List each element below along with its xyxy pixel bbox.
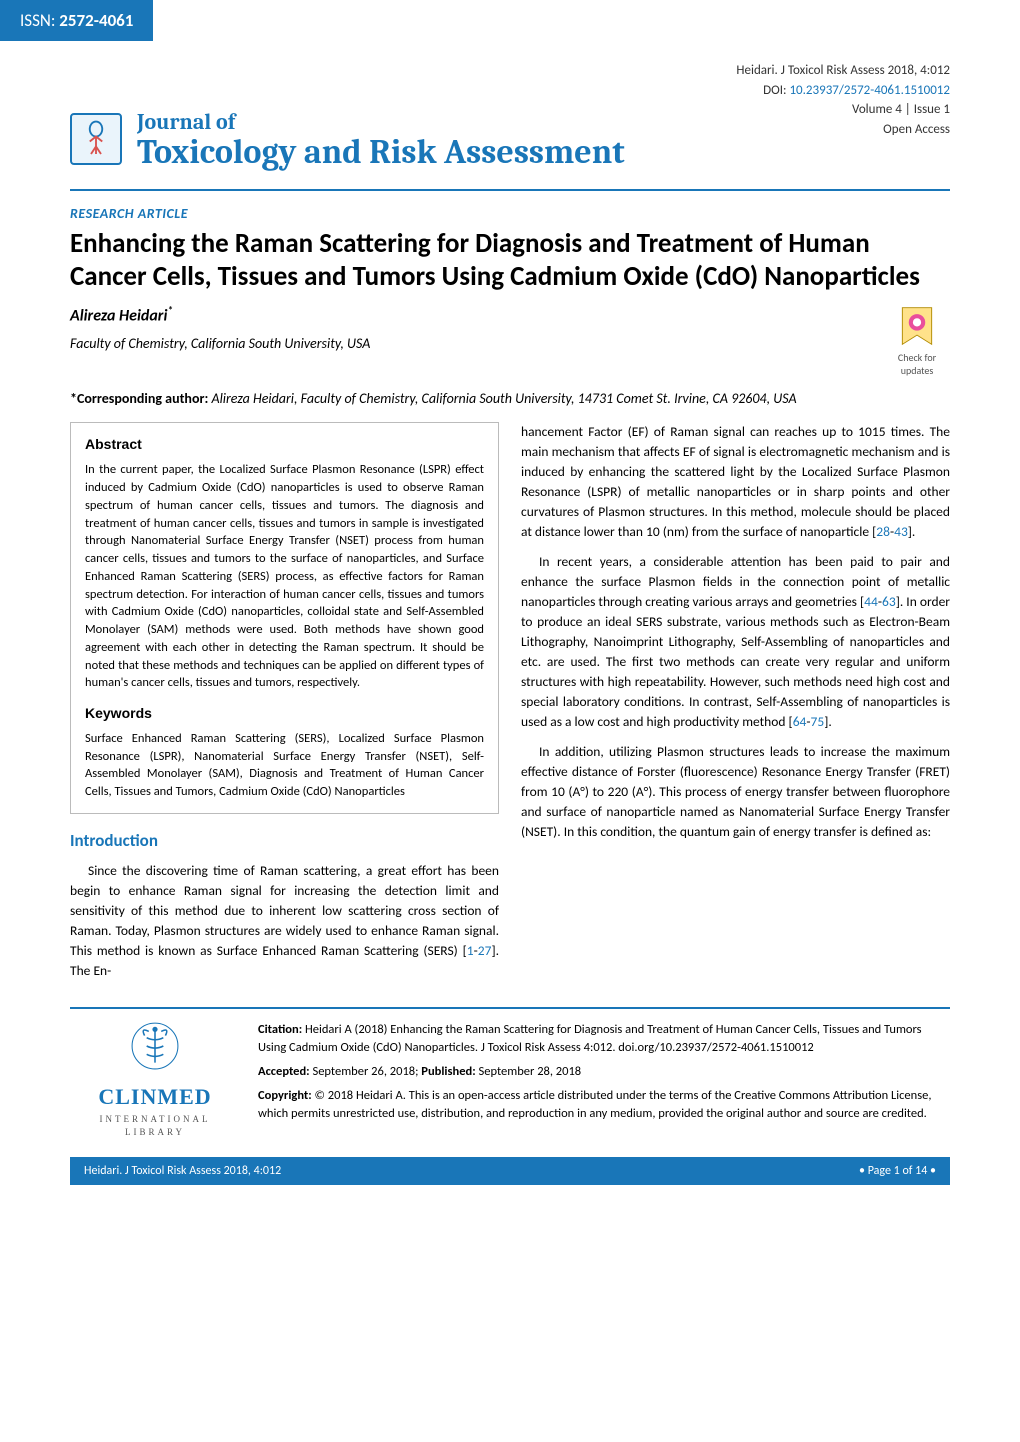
published-label: Published: — [421, 1064, 475, 1079]
intro-p3: In recent years, a considerable attentio… — [521, 552, 950, 732]
ref-63[interactable]: 63 — [882, 593, 896, 610]
ref-43[interactable]: 43 — [894, 523, 908, 540]
issn-value: 2572-4061 — [59, 10, 133, 31]
citation-block: Citation: Heidari A (2018) Enhancing the… — [258, 1021, 950, 1057]
ref-75[interactable]: 75 — [811, 713, 825, 730]
copyright-label: Copyright: — [258, 1088, 312, 1103]
two-column-body: Abstract In the current paper, the Local… — [0, 408, 1020, 1000]
corresponding-author: *Corresponding author: Alireza Heidari, … — [70, 389, 950, 409]
intro-p4: In addition, utilizing Plasmon structure… — [521, 742, 950, 842]
article-meta: RESEARCH ARTICLE Enhancing the Raman Sca… — [0, 191, 1020, 408]
corresponding-label: *Corresponding author: — [70, 390, 208, 407]
check-updates-label: Check for updates — [884, 351, 950, 377]
intro-p1: Since the discovering time of Raman scat… — [70, 861, 499, 981]
copyright-block: Copyright: © 2018 Heidari A. This is an … — [258, 1087, 950, 1123]
accepted-label: Accepted: — [258, 1064, 310, 1079]
footer-right: • Page 1 of 14 • — [859, 1164, 936, 1178]
author-text: Alireza Heidari — [70, 306, 167, 325]
abstract-heading: Abstract — [85, 435, 484, 455]
citation-line: Heidari. J Toxicol Risk Assess 2018, 4:0… — [70, 61, 950, 81]
doi-line: DOI: 10.23937/2572-4061.1510012 — [70, 81, 950, 101]
intro-p1-a: Since the discovering time of Raman scat… — [70, 862, 499, 959]
caduceus-icon — [130, 1021, 180, 1071]
abstract-text: In the current paper, the Localized Surf… — [85, 461, 484, 692]
ref-27[interactable]: 27 — [478, 942, 492, 959]
column-left: Abstract In the current paper, the Local… — [70, 422, 499, 990]
author-row: Alireza Heidari* Faculty of Chemistry, C… — [70, 304, 950, 377]
article-type: RESEARCH ARTICLE — [70, 205, 950, 222]
brand-name: CLINMED — [70, 1081, 240, 1113]
check-updates-badge[interactable]: Check for updates — [884, 304, 950, 377]
ref-44[interactable]: 44 — [864, 593, 878, 610]
ref-64[interactable]: 64 — [793, 713, 807, 730]
citation-footer: CLINMED INTERNATIONAL LIBRARY Citation: … — [70, 1007, 950, 1139]
author-sup: * — [167, 304, 172, 317]
intro-p3-c: ]. — [824, 713, 832, 730]
journal-name: Toxicology and Risk Assessment — [137, 135, 950, 169]
doi-label: DOI: — [763, 83, 786, 98]
page-footer: Heidari. J Toxicol Risk Assess 2018, 4:0… — [70, 1157, 950, 1185]
introduction-heading: Introduction — [70, 828, 499, 853]
ref-28[interactable]: 28 — [876, 523, 890, 540]
author-affiliation: Faculty of Chemistry, California South U… — [70, 335, 370, 352]
ref-1[interactable]: 1 — [467, 942, 474, 959]
doi-link[interactable]: 10.23937/2572-4061.1510012 — [789, 83, 950, 98]
dates-line: Accepted: September 26, 2018; Published:… — [258, 1063, 950, 1081]
citation-text: Heidari A (2018) Enhancing the Raman Sca… — [258, 1022, 922, 1055]
citation-label: Citation: — [258, 1022, 302, 1037]
issn-banner: ISSN: 2572-4061 — [0, 0, 153, 41]
abstract-box: Abstract In the current paper, the Local… — [70, 422, 499, 814]
author-block: Alireza Heidari* Faculty of Chemistry, C… — [70, 304, 370, 352]
keywords-text: Surface Enhanced Raman Scattering (SERS)… — [85, 730, 484, 801]
keywords-heading: Keywords — [85, 704, 484, 724]
copyright-text: © 2018 Heidari A. This is an open-access… — [258, 1088, 931, 1121]
published-date: September 28, 2018 — [478, 1064, 581, 1079]
journal-logo-icon — [70, 113, 122, 165]
intro-p2-b: ]. — [908, 523, 916, 540]
article-title: Enhancing the Raman Scattering for Diagn… — [70, 228, 950, 294]
publisher-logo: CLINMED INTERNATIONAL LIBRARY — [70, 1021, 240, 1139]
author-name: Alireza Heidari* — [70, 304, 370, 325]
intro-p2: hancement Factor (EF) of Raman signal ca… — [521, 422, 950, 542]
journal-title: Journal of Toxicology and Risk Assessmen… — [137, 109, 950, 169]
bookmark-icon — [895, 304, 939, 348]
intro-p3-b: ]. In order to produce an ideal SERS sub… — [521, 593, 950, 730]
accepted-date: September 26, 2018; — [312, 1064, 418, 1079]
footer-left: Heidari. J Toxicol Risk Assess 2018, 4:0… — [84, 1164, 281, 1178]
header-block: Heidari. J Toxicol Risk Assess 2018, 4:0… — [0, 41, 1020, 179]
journal-row: Journal of Toxicology and Risk Assessmen… — [70, 109, 950, 169]
footer-text: Citation: Heidari A (2018) Enhancing the… — [258, 1021, 950, 1139]
issn-label: ISSN: — [20, 10, 55, 31]
column-right: hancement Factor (EF) of Raman signal ca… — [521, 422, 950, 990]
corresponding-text: Alireza Heidari, Faculty of Chemistry, C… — [211, 390, 796, 407]
brand-sub: INTERNATIONAL LIBRARY — [70, 1113, 240, 1139]
